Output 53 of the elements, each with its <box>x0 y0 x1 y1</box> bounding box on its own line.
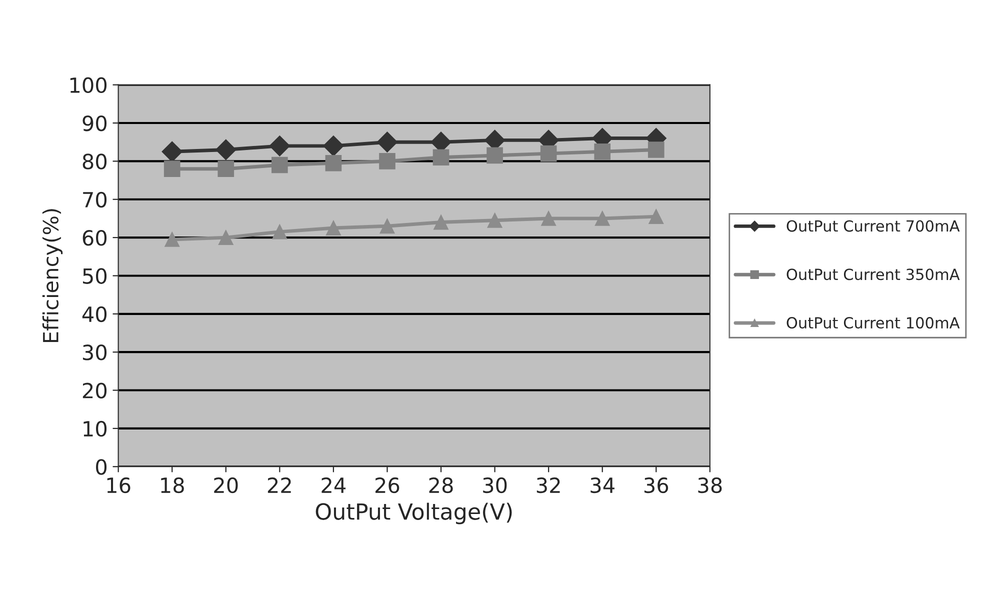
y-tick-label: 30 <box>82 344 107 360</box>
point <box>380 218 395 234</box>
point <box>487 212 502 228</box>
point <box>272 156 288 174</box>
x-tick-label: 28 <box>429 477 453 494</box>
y-tick-label: 20 <box>82 382 107 398</box>
x-tick-label: 38 <box>698 477 722 494</box>
y-tick-label: 90 <box>82 115 107 132</box>
x-tick-label: 26 <box>376 477 400 494</box>
y-tick-label: 80 <box>82 154 107 170</box>
point <box>323 136 344 156</box>
y-tick-label: 100 <box>70 77 107 94</box>
y-axis-title: Efficiency(%) <box>42 209 63 342</box>
point <box>540 145 557 162</box>
point <box>376 132 398 152</box>
point <box>272 224 288 240</box>
x-tick-label: 20 <box>214 477 238 494</box>
point <box>648 142 664 158</box>
x-tick-label: 22 <box>268 477 291 493</box>
point <box>486 147 503 164</box>
x-tick-label: 30 <box>483 477 507 494</box>
point <box>325 154 342 172</box>
point <box>162 141 182 162</box>
point <box>164 160 180 177</box>
point <box>269 136 290 156</box>
x-tick-label: 34 <box>590 477 614 494</box>
x-tick-label: 24 <box>322 477 346 493</box>
y-tick-label: 60 <box>82 230 107 246</box>
point <box>648 209 664 224</box>
point <box>164 232 180 247</box>
point <box>594 211 610 226</box>
point <box>326 220 341 236</box>
x-axis-title: OutPut Voltage(V) <box>316 502 512 524</box>
y-tick-label: 0 <box>96 459 107 475</box>
point <box>379 153 396 170</box>
y-tick-label: 50 <box>83 268 107 284</box>
x-tick-label: 32 <box>536 477 560 494</box>
legend-label: OutPut Current 700mA <box>786 220 960 232</box>
point <box>434 214 448 230</box>
x-tick-label: 16 <box>107 477 130 494</box>
legend-label: OutPut Current 350mA <box>786 268 960 280</box>
y-tick-label: 70 <box>83 192 107 208</box>
point <box>218 230 234 246</box>
point <box>541 211 556 226</box>
y-tick-label: 10 <box>84 420 107 437</box>
point <box>432 149 450 166</box>
y-tick-label: 40 <box>82 306 107 322</box>
x-tick-label: 36 <box>644 477 668 494</box>
legend-label: OutPut Current 100mA <box>786 317 960 329</box>
point <box>218 160 234 177</box>
point <box>216 139 236 160</box>
point <box>594 143 611 160</box>
x-tick-label: 18 <box>161 477 184 494</box>
